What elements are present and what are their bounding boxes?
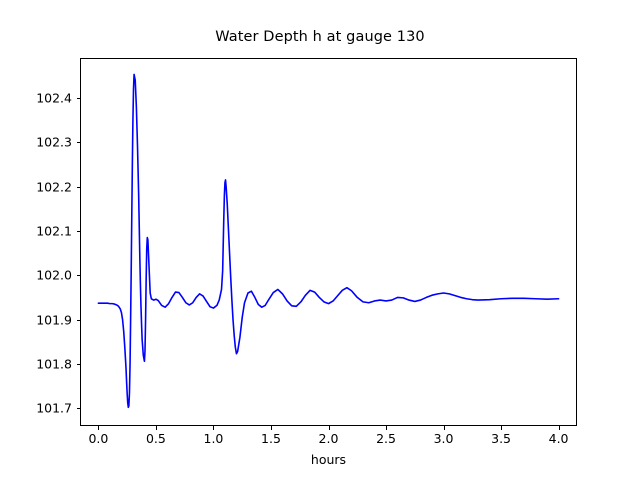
x-tick-mark [558, 426, 560, 430]
x-tick-mark [386, 426, 388, 430]
axes-frame [80, 58, 577, 426]
y-tick-mark [76, 186, 80, 188]
x-tick-label: 0.0 [88, 431, 109, 446]
x-tick-mark [155, 426, 157, 430]
y-tick-mark [76, 408, 80, 410]
y-tick-mark [76, 97, 80, 99]
y-tick-mark [76, 142, 80, 144]
y-tick-label: 102.3 [36, 134, 72, 150]
x-tick-label: 2.0 [318, 431, 339, 446]
x-tick-label: 2.5 [376, 431, 396, 446]
x-tick-mark [270, 426, 272, 430]
y-axis-tick-labels: 101.7 101.8 101.9 102.0 102.1 102.2 102.3 102.4 [0, 58, 72, 426]
y-tick-label: 101.7 [36, 400, 72, 416]
x-axis-tick-marks [80, 426, 577, 430]
x-tick-label: 3.0 [433, 431, 454, 446]
y-tick-mark [76, 319, 80, 321]
chart-title: Water Depth h at gauge 130 [215, 29, 425, 45]
y-tick-label: 101.9 [36, 312, 72, 328]
y-tick-mark [76, 230, 80, 232]
y-tick-mark [76, 363, 80, 365]
x-tick-mark [328, 426, 330, 430]
y-axis-tick-marks [76, 58, 80, 426]
y-tick-label: 102.0 [36, 267, 72, 283]
x-tick-mark [98, 426, 100, 430]
x-axis-label: hours [310, 452, 347, 467]
data-line-series [97, 73, 560, 409]
x-tick-label: 1.5 [261, 431, 281, 446]
x-tick-label: 3.5 [491, 431, 512, 446]
x-tick-mark [213, 426, 215, 430]
x-axis-tick-labels: 0.0 0.5 1.0 1.5 2.0 2.5 3.0 3.5 4.0 [80, 431, 577, 451]
x-tick-label: 1.0 [203, 431, 224, 446]
y-tick-mark [76, 275, 80, 277]
y-tick-label: 102.2 [36, 179, 72, 195]
series-h-polyline [97, 73, 560, 409]
x-tick-label: 0.5 [145, 431, 166, 446]
y-tick-label: 102.4 [36, 90, 72, 106]
x-tick-mark [501, 426, 503, 430]
plot-area [80, 58, 577, 426]
y-tick-label: 102.1 [36, 223, 72, 239]
x-tick-mark [443, 426, 445, 430]
x-tick-label: 4.0 [548, 431, 569, 446]
y-tick-label: 101.8 [36, 356, 72, 372]
